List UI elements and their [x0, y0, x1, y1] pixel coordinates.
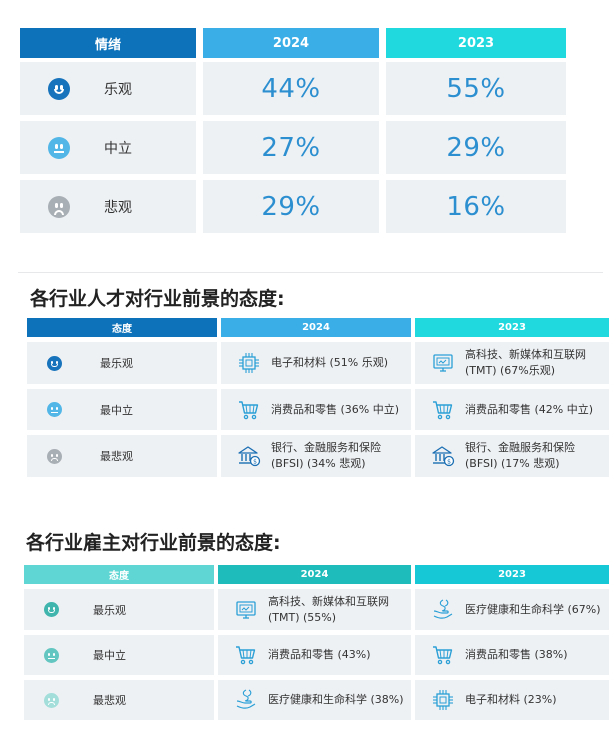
chip-icon	[237, 351, 261, 375]
attitude-label: 最乐观	[93, 603, 126, 617]
healthcare-hand-icon	[234, 688, 258, 712]
industry-text: 医疗健康和生命科学 (67%)	[465, 602, 601, 616]
table-row: 中立 27% 29%	[20, 121, 566, 174]
header-2024: 2024	[221, 318, 411, 337]
value-2024: 27%	[203, 121, 379, 174]
industry-text: 消费品和零售 (43%)	[268, 648, 371, 661]
chip-icon	[431, 688, 455, 712]
monitor-tech-icon	[431, 351, 455, 375]
cart-icon	[431, 643, 455, 667]
attitude-cell: 最乐观	[27, 342, 217, 384]
attitude-label: 最悲观	[100, 450, 133, 463]
table-row: 最乐观 电子和材料 (51% 乐观) 高科技、新媒体和互联网 (TMT) (67…	[27, 342, 609, 384]
table-row: 最中立 消费品和零售 (36% 中立) 消费品和零售 (42% 中立)	[27, 389, 609, 430]
happy-face-icon	[48, 77, 70, 100]
attitude-label: 最乐观	[100, 357, 133, 370]
header-attitude: 态度	[27, 318, 217, 337]
attitude-cell: 最悲观	[24, 680, 214, 720]
section-title-talent: 各行业人才对行业前景的态度:	[30, 288, 285, 310]
sad-face-icon	[48, 195, 70, 218]
industry-cell-2024: 消费品和零售 (36% 中立)	[221, 389, 411, 430]
employer-outlook-table: 态度 2024 2023 最乐观 高科技、新媒体和互联网 (TMT) (55%)…	[24, 565, 609, 720]
industry-text: 消费品和零售 (38%)	[465, 648, 568, 661]
healthcare-hand-icon	[431, 598, 455, 622]
value-2023: 16%	[386, 180, 566, 233]
monitor-tech-icon	[234, 598, 258, 622]
mood-cell: 乐观	[20, 62, 196, 115]
header-attitude: 态度	[24, 565, 214, 584]
industry-text: 银行、金融服务和保险 (BFSI) (17% 悲观)	[465, 441, 575, 470]
industry-text: 医疗健康和生命科学 (38%)	[268, 693, 404, 706]
header-2023: 2023	[415, 318, 609, 337]
industry-text: 消费品和零售 (42% 中立)	[465, 402, 594, 416]
attitude-cell: 最乐观	[24, 589, 214, 630]
happy-face-icon	[44, 602, 59, 617]
industry-cell-2023: 电子和材料 (23%)	[415, 680, 609, 720]
industry-cell-2023: 消费品和零售 (38%)	[415, 635, 609, 675]
industry-cell-2024: 消费品和零售 (43%)	[218, 635, 411, 675]
value-2024: 44%	[203, 62, 379, 115]
value-2023: 55%	[386, 62, 566, 115]
industry-cell-2023: 医疗健康和生命科学 (67%)	[415, 589, 609, 630]
industry-cell-2024: 医疗健康和生命科学 (38%)	[218, 680, 411, 720]
bank-icon	[237, 444, 261, 468]
value-2023: 29%	[386, 121, 566, 174]
happy-face-icon	[47, 355, 62, 371]
mood-cell: 悲观	[20, 180, 196, 233]
industry-cell-2024: 银行、金融服务和保险 (BFSI) (34% 悲观)	[221, 435, 411, 477]
industry-text: 消费品和零售 (36% 中立)	[271, 402, 400, 416]
mood-label: 中立	[104, 140, 132, 157]
header-2023: 2023	[415, 565, 609, 584]
bank-icon	[431, 444, 455, 468]
industry-cell-2023: 银行、金融服务和保险 (BFSI) (17% 悲观)	[415, 435, 609, 477]
neutral-face-icon	[48, 136, 70, 159]
attitude-label: 最中立	[100, 403, 133, 417]
mood-label: 乐观	[104, 81, 132, 98]
industry-cell-2023: 消费品和零售 (42% 中立)	[415, 389, 609, 430]
table-row: 最悲观 银行、金融服务和保险 (BFSI) (34% 悲观) 银行、金融服务和保…	[27, 435, 609, 477]
talent-table-header: 态度 2024 2023	[27, 318, 609, 337]
header-2023: 2023	[386, 28, 566, 58]
header-2024: 2024	[203, 28, 379, 58]
table-row: 悲观 29% 16%	[20, 180, 566, 233]
attitude-label: 最中立	[93, 649, 126, 662]
value-2024: 29%	[203, 180, 379, 233]
talent-outlook-table: 态度 2024 2023 最乐观 电子和材料 (51% 乐观) 高科技、新媒体和…	[27, 318, 609, 477]
industry-cell-2023: 高科技、新媒体和互联网 (TMT) (67%乐观)	[415, 342, 609, 384]
header-mood: 情绪	[20, 28, 196, 58]
attitude-cell: 最中立	[27, 389, 217, 430]
attitude-cell: 最悲观	[27, 435, 217, 477]
industry-text: 银行、金融服务和保险 (BFSI) (34% 悲观)	[271, 441, 381, 470]
sentiment-table: 情绪 2024 2023 乐观 44% 55% 中立 27% 29% 悲观	[20, 28, 566, 233]
sad-face-icon	[47, 448, 62, 464]
attitude-cell: 最中立	[24, 635, 214, 675]
industry-text: 高科技、新媒体和互联网 (TMT) (55%)	[268, 594, 389, 624]
cart-icon	[237, 398, 261, 422]
attitude-label: 最悲观	[93, 694, 126, 707]
industry-text: 高科技、新媒体和互联网 (TMT) (67%乐观)	[465, 348, 586, 377]
table-row: 最乐观 高科技、新媒体和互联网 (TMT) (55%) 医疗健康和生命科学 (6…	[24, 589, 609, 630]
table-row: 最中立 消费品和零售 (43%) 消费品和零售 (38%)	[24, 635, 609, 675]
mood-cell: 中立	[20, 121, 196, 174]
industry-text: 电子和材料 (23%)	[465, 693, 557, 706]
section-title-employer: 各行业雇主对行业前景的态度:	[26, 532, 281, 554]
cart-icon	[234, 643, 258, 667]
employer-table-header: 态度 2024 2023	[24, 565, 609, 584]
sentiment-table-header: 情绪 2024 2023	[20, 28, 566, 58]
neutral-face-icon	[44, 647, 59, 663]
industry-cell-2024: 高科技、新媒体和互联网 (TMT) (55%)	[218, 589, 411, 630]
table-row: 乐观 44% 55%	[20, 62, 566, 115]
neutral-face-icon	[47, 402, 62, 417]
header-2024: 2024	[218, 565, 411, 584]
industry-text: 电子和材料 (51% 乐观)	[271, 356, 389, 369]
cart-icon	[431, 398, 455, 422]
sad-face-icon	[44, 692, 59, 708]
mood-label: 悲观	[104, 199, 132, 216]
table-row: 最悲观 医疗健康和生命科学 (38%) 电子和材料 (23%)	[24, 680, 609, 720]
industry-cell-2024: 电子和材料 (51% 乐观)	[221, 342, 411, 384]
section-divider	[18, 272, 603, 273]
